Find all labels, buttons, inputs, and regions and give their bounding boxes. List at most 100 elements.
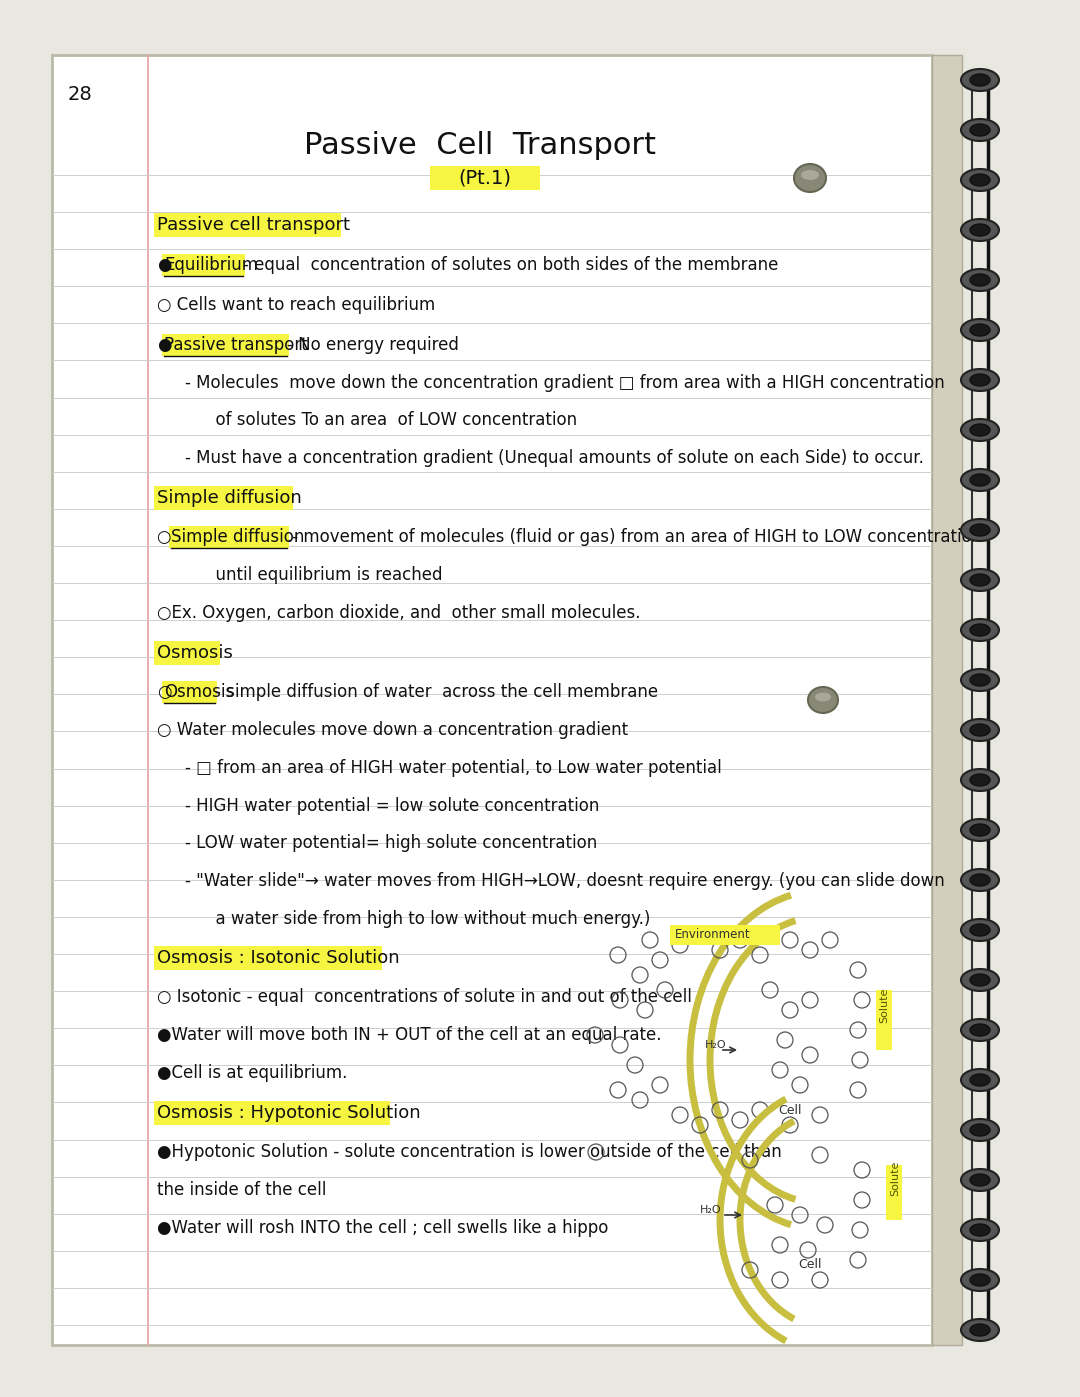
- Ellipse shape: [970, 374, 990, 386]
- Ellipse shape: [970, 224, 990, 236]
- Ellipse shape: [961, 68, 999, 91]
- Text: ○Ex. Oxygen, carbon dioxide, and  other small molecules.: ○Ex. Oxygen, carbon dioxide, and other s…: [157, 604, 640, 622]
- Text: Equilibrium: Equilibrium: [164, 256, 258, 274]
- Text: - Must have a concentration gradient (Unequal amounts of solute on each Side) to: - Must have a concentration gradient (Un…: [185, 448, 923, 467]
- Text: Cell: Cell: [798, 1259, 822, 1271]
- Text: Osmosis : Hypotonic Solution: Osmosis : Hypotonic Solution: [157, 1104, 420, 1122]
- FancyBboxPatch shape: [162, 254, 245, 277]
- Ellipse shape: [970, 974, 990, 986]
- Text: Osmosis: Osmosis: [164, 683, 234, 701]
- Text: Osmosis: Osmosis: [157, 644, 233, 662]
- Text: - LOW water potential= high solute concentration: - LOW water potential= high solute conce…: [185, 834, 597, 852]
- Ellipse shape: [970, 474, 990, 486]
- Ellipse shape: [961, 369, 999, 391]
- Ellipse shape: [801, 170, 819, 180]
- Text: ●: ●: [157, 256, 172, 274]
- Text: Passive  Cell  Transport: Passive Cell Transport: [303, 130, 656, 159]
- Ellipse shape: [970, 774, 990, 787]
- Ellipse shape: [970, 524, 990, 536]
- Ellipse shape: [970, 274, 990, 286]
- Text: H₂O: H₂O: [705, 1039, 727, 1051]
- Ellipse shape: [961, 520, 999, 541]
- Text: .- movement of molecules (fluid or gas) from an area of HIGH to LOW concentratio: .- movement of molecules (fluid or gas) …: [286, 528, 978, 546]
- Ellipse shape: [961, 970, 999, 990]
- FancyBboxPatch shape: [162, 680, 217, 703]
- Ellipse shape: [961, 219, 999, 242]
- Ellipse shape: [961, 1169, 999, 1192]
- Ellipse shape: [794, 163, 826, 191]
- Ellipse shape: [961, 119, 999, 141]
- Ellipse shape: [970, 1074, 990, 1085]
- FancyBboxPatch shape: [154, 486, 293, 510]
- Text: ○: ○: [157, 528, 177, 546]
- Text: Solute: Solute: [879, 988, 889, 1023]
- Text: Environment: Environment: [675, 929, 751, 942]
- FancyBboxPatch shape: [154, 1101, 390, 1125]
- Text: ○ Water molecules move down a concentration gradient: ○ Water molecules move down a concentrat…: [157, 721, 629, 739]
- FancyBboxPatch shape: [154, 641, 220, 665]
- Ellipse shape: [970, 1173, 990, 1186]
- Text: H₂O: H₂O: [700, 1206, 721, 1215]
- Ellipse shape: [961, 1220, 999, 1241]
- Text: ○: ○: [157, 683, 172, 701]
- Ellipse shape: [961, 1069, 999, 1091]
- Text: 28: 28: [68, 85, 93, 103]
- Ellipse shape: [961, 270, 999, 291]
- Ellipse shape: [970, 425, 990, 436]
- FancyBboxPatch shape: [886, 1165, 902, 1220]
- Ellipse shape: [970, 1224, 990, 1236]
- Text: - Molecules  move down the concentration gradient □ from area with a HIGH concen: - Molecules move down the concentration …: [185, 374, 945, 393]
- Text: Simple diffusion: Simple diffusion: [172, 528, 305, 546]
- Ellipse shape: [961, 669, 999, 692]
- Ellipse shape: [961, 919, 999, 942]
- FancyBboxPatch shape: [876, 990, 892, 1051]
- FancyBboxPatch shape: [154, 212, 341, 237]
- Ellipse shape: [961, 169, 999, 191]
- FancyBboxPatch shape: [430, 166, 540, 190]
- Ellipse shape: [961, 569, 999, 591]
- Text: - simple diffusion of water  across the cell membrane: - simple diffusion of water across the c…: [215, 683, 658, 701]
- Ellipse shape: [970, 824, 990, 835]
- Ellipse shape: [961, 719, 999, 740]
- Ellipse shape: [815, 693, 831, 701]
- Ellipse shape: [970, 624, 990, 636]
- Text: ●: ●: [157, 337, 172, 353]
- Text: - No energy required: - No energy required: [286, 337, 459, 353]
- Ellipse shape: [970, 673, 990, 686]
- Text: of solutes To an area  of LOW concentration: of solutes To an area of LOW concentrati…: [205, 411, 577, 429]
- Ellipse shape: [961, 869, 999, 891]
- Text: Passive transport: Passive transport: [164, 337, 308, 353]
- Ellipse shape: [970, 923, 990, 936]
- Ellipse shape: [970, 124, 990, 136]
- Ellipse shape: [970, 74, 990, 87]
- Ellipse shape: [970, 1125, 990, 1136]
- Text: - "Water slide"→ water moves from HIGH→LOW, doesnt require energy. (you can slid: - "Water slide"→ water moves from HIGH→L…: [185, 872, 945, 890]
- Ellipse shape: [961, 1319, 999, 1341]
- Ellipse shape: [961, 1018, 999, 1041]
- Ellipse shape: [970, 724, 990, 736]
- Text: Cell: Cell: [779, 1104, 801, 1116]
- Ellipse shape: [961, 319, 999, 341]
- Text: - □ from an area of HIGH water potential, to Low water potential: - □ from an area of HIGH water potential…: [185, 759, 721, 777]
- Text: (Pt.1): (Pt.1): [459, 169, 512, 187]
- Ellipse shape: [970, 1274, 990, 1287]
- FancyBboxPatch shape: [154, 946, 381, 970]
- Ellipse shape: [961, 1268, 999, 1291]
- Ellipse shape: [961, 419, 999, 441]
- Ellipse shape: [961, 469, 999, 490]
- FancyBboxPatch shape: [170, 527, 288, 548]
- Ellipse shape: [961, 619, 999, 641]
- Text: - equal  concentration of solutes on both sides of the membrane: - equal concentration of solutes on both…: [243, 256, 779, 274]
- Ellipse shape: [970, 574, 990, 585]
- Text: ●Water will rosh INTO the cell ; cell swells like a hippo: ●Water will rosh INTO the cell ; cell sw…: [157, 1220, 608, 1236]
- Ellipse shape: [961, 768, 999, 791]
- Ellipse shape: [808, 687, 838, 712]
- FancyBboxPatch shape: [932, 54, 962, 1345]
- Ellipse shape: [970, 324, 990, 337]
- Text: - HIGH water potential = low solute concentration: - HIGH water potential = low solute conc…: [185, 798, 599, 814]
- Text: Simple diffusion: Simple diffusion: [157, 489, 301, 507]
- FancyBboxPatch shape: [52, 54, 932, 1345]
- Ellipse shape: [970, 875, 990, 886]
- Text: Passive cell transport: Passive cell transport: [157, 217, 350, 235]
- FancyBboxPatch shape: [670, 925, 780, 944]
